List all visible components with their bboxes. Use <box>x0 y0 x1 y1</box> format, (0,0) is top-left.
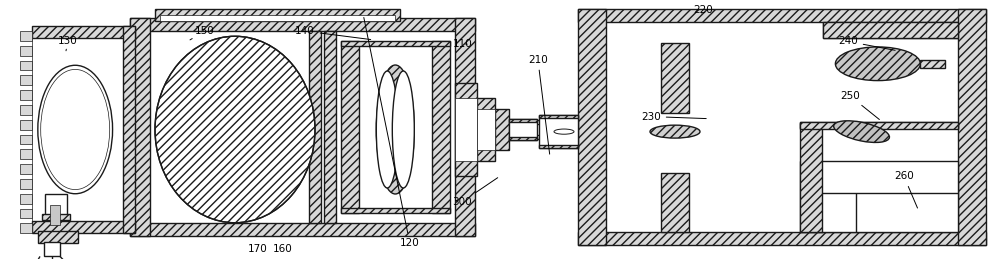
Bar <box>130 18 150 236</box>
Bar <box>578 9 986 22</box>
Ellipse shape <box>38 65 113 194</box>
Bar <box>661 173 689 232</box>
Text: 170: 170 <box>248 244 268 254</box>
Bar <box>455 83 477 176</box>
Bar <box>20 120 32 130</box>
Text: 140: 140 <box>295 26 371 40</box>
Bar <box>477 98 495 161</box>
Bar <box>920 60 945 68</box>
Bar <box>455 18 475 236</box>
Bar <box>45 194 67 218</box>
Bar <box>800 122 958 128</box>
Bar <box>130 18 475 31</box>
Text: 160: 160 <box>273 244 293 254</box>
Text: 240: 240 <box>838 37 895 50</box>
Bar <box>800 123 822 232</box>
Text: 230: 230 <box>641 112 706 121</box>
Bar <box>578 9 606 245</box>
Bar <box>20 164 32 174</box>
Bar <box>800 161 958 232</box>
Bar <box>341 41 359 213</box>
Bar <box>509 137 537 140</box>
Bar <box>20 31 32 41</box>
Bar <box>42 214 70 220</box>
Bar <box>341 208 450 213</box>
Bar <box>823 22 958 38</box>
Bar <box>130 223 475 236</box>
Bar <box>20 194 32 204</box>
Ellipse shape <box>376 65 414 194</box>
Bar <box>606 22 958 232</box>
Bar <box>44 242 60 256</box>
Bar <box>38 231 78 243</box>
Text: 250: 250 <box>840 91 879 119</box>
Bar <box>539 115 578 148</box>
Bar <box>324 31 336 223</box>
Ellipse shape <box>376 71 398 188</box>
Bar <box>432 41 450 213</box>
Text: 260: 260 <box>894 171 917 208</box>
Bar <box>32 38 123 221</box>
Bar <box>309 31 321 223</box>
Bar <box>20 75 32 85</box>
Bar <box>958 9 986 245</box>
Text: 220: 220 <box>693 5 713 15</box>
Text: 150: 150 <box>190 26 215 40</box>
Bar <box>32 26 135 38</box>
Bar <box>495 109 509 150</box>
Bar <box>539 115 578 118</box>
Bar <box>123 26 135 233</box>
Bar <box>800 122 958 129</box>
Bar <box>359 46 432 208</box>
Circle shape <box>650 125 700 138</box>
Bar <box>341 41 450 46</box>
Bar <box>578 232 986 245</box>
Bar <box>661 43 689 113</box>
Text: 300: 300 <box>452 178 498 207</box>
Text: 110: 110 <box>453 39 473 49</box>
Bar <box>32 221 135 233</box>
Bar <box>20 224 32 233</box>
Bar <box>20 149 32 159</box>
Bar <box>20 90 32 100</box>
Text: 120: 120 <box>364 18 420 248</box>
Bar <box>155 9 400 21</box>
Bar <box>20 209 32 218</box>
Bar <box>20 135 32 144</box>
Bar <box>539 145 578 148</box>
Bar <box>455 98 477 161</box>
Bar <box>50 205 60 225</box>
Bar <box>20 61 32 70</box>
Ellipse shape <box>834 121 889 142</box>
Bar <box>150 31 455 223</box>
Bar <box>509 119 537 122</box>
Circle shape <box>554 129 574 134</box>
Text: 130: 130 <box>58 37 78 51</box>
Bar <box>20 46 32 55</box>
Bar <box>20 105 32 115</box>
Bar <box>160 15 395 21</box>
Bar <box>477 109 495 150</box>
Text: 210: 210 <box>528 55 550 154</box>
Bar <box>20 179 32 189</box>
Ellipse shape <box>392 71 414 188</box>
Ellipse shape <box>835 47 920 81</box>
Bar <box>509 119 537 140</box>
Ellipse shape <box>155 36 315 223</box>
